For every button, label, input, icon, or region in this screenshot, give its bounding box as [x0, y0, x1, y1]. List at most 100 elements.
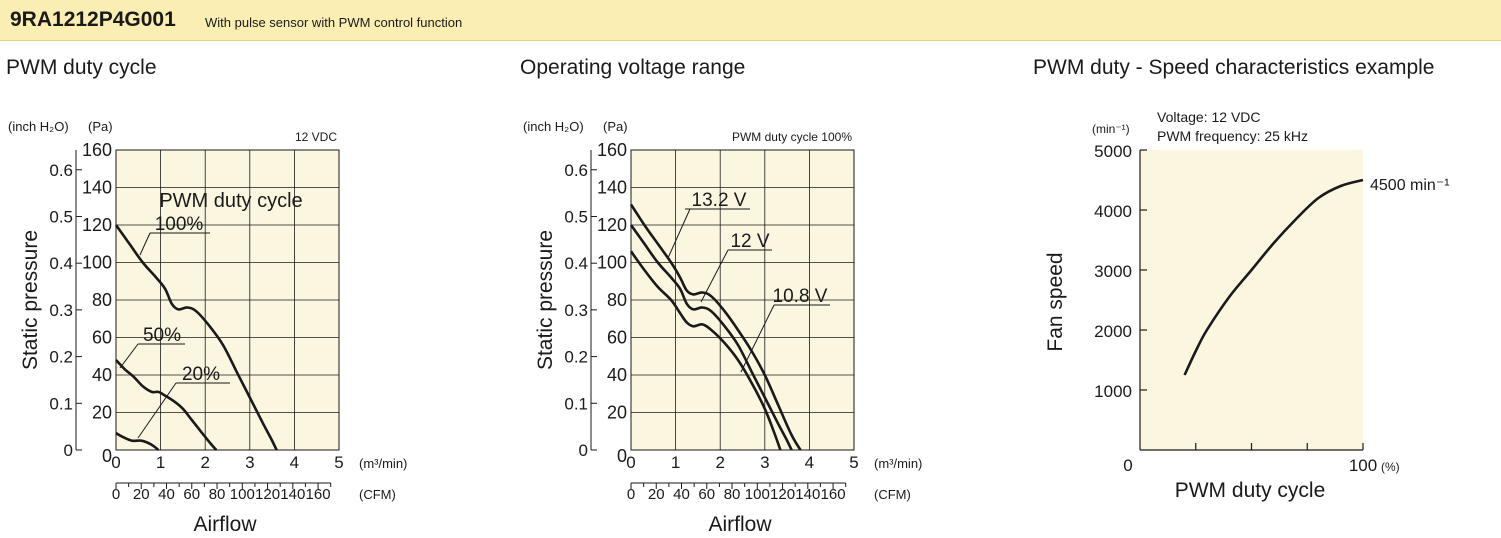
chart2-condition-frequency: PWM frequency: 25 kHz	[1157, 128, 1308, 144]
chart1-y-axis-title: Static pressure	[534, 230, 557, 370]
chart1-y-tick-inch: 0.4	[564, 254, 588, 273]
chart0-x-tick-cfm: 0	[112, 486, 120, 503]
chart0-series-label-2: 20%	[182, 364, 220, 385]
chart1-x-tick-cfm: 120	[770, 486, 795, 503]
chart0-x-tick-m3: 4	[290, 453, 299, 472]
chart1-x-axis-title: Airflow	[708, 513, 772, 536]
chart1-x-tick-m3: 4	[805, 453, 814, 472]
chart1-x-tick-m3: 2	[715, 453, 724, 472]
chart2-condition-voltage: Voltage: 12 VDC	[1157, 109, 1261, 125]
chart1-y-tick-inch: 0.2	[564, 348, 588, 367]
chart0-x-unit-m3: (m³/min)	[359, 456, 407, 471]
chart1-condition-label: PWM duty cycle 100%	[732, 130, 852, 144]
chart2-y-unit: (min⁻¹)	[1092, 122, 1130, 136]
chart2-y-tick-label: 4000	[1094, 202, 1132, 221]
chart0-y-tick-pa: 120	[82, 215, 112, 235]
chart1-y-tick-pa: 20	[607, 403, 627, 423]
chart0-y-tick-pa: 80	[92, 290, 112, 310]
chart1-series-label-2: 10.8 V	[773, 286, 828, 307]
chart1-series-line-2	[629, 250, 782, 451]
chart1-x-tick-cfm: 80	[724, 486, 741, 503]
chart0-y-tick-pa: 40	[92, 365, 112, 385]
chart1-x-unit-m3: (m³/min)	[874, 456, 922, 471]
chart1-x-tick-cfm: 140	[795, 486, 820, 503]
chart1-y-tick-inch: 0.3	[564, 301, 588, 320]
chart2-speed-line	[1183, 178, 1364, 376]
speed-characteristics-title: PWM duty - Speed characteristics example	[1033, 56, 1435, 79]
chart1-label-leader-0	[667, 208, 691, 259]
chart1-x-tick-cfm: 100	[745, 486, 770, 503]
chart0-y-tick-inch: 0.5	[49, 207, 73, 226]
chart1-x-tick-m3: 0	[626, 453, 635, 472]
chart1-series-label-0: 13.2 V	[692, 190, 747, 211]
chart1-y-tick-inch: 0.5	[564, 207, 588, 226]
chart0-y-tick-pa: 60	[92, 328, 112, 348]
chart1-x-tick-cfm: 40	[673, 486, 690, 503]
chart1-x-tick-cfm: 160	[821, 486, 846, 503]
chart1-y-tick-pa: 100	[597, 253, 627, 273]
chart1-x-tick-m3: 1	[671, 453, 680, 472]
chart0-x-unit-cfm: (CFM)	[359, 487, 396, 502]
chart1-y-tick-pa: 40	[607, 365, 627, 385]
chart1-y-tick-pa: 60	[607, 328, 627, 348]
chart1-x-tick-m3: 3	[760, 453, 769, 472]
chart0-label-leader-0	[139, 232, 151, 256]
chart2-y-tick-label: 1000	[1094, 382, 1132, 401]
chart2-x-unit: (%)	[1381, 460, 1400, 474]
chart0-label-leader-2	[137, 382, 177, 439]
chart0-series-label-0: 100%	[155, 214, 204, 235]
chart0-y-tick-inch: 0.6	[49, 161, 73, 180]
model-number: 9RA1212P4G001	[10, 8, 176, 31]
chart2-plot-area	[1140, 150, 1363, 450]
chart1-x-tick-cfm: 20	[648, 486, 665, 503]
chart2-y-axis-title: Fan speed	[1044, 252, 1067, 351]
chart1-series-line-0	[629, 203, 802, 451]
chart0-y-tick-inch: 0.3	[49, 301, 73, 320]
chart1-y-tick-pa: 80	[607, 290, 627, 310]
chart1-series-label-1: 12 V	[730, 231, 769, 252]
chart0-y-tick-inch: 0.2	[49, 348, 73, 367]
model-header-bar: 9RA1212P4G001 With pulse sensor with PWM…	[0, 0, 1501, 41]
chart1-y-tick-inch: 0.6	[564, 161, 588, 180]
chart2-x-axis-title: PWM duty cycle	[1175, 479, 1326, 502]
chart0-x-tick-m3: 0	[111, 453, 120, 472]
chart2-annotation-4500: 4500 min⁻¹	[1370, 177, 1450, 194]
chart0-x-tick-m3: 2	[200, 453, 209, 472]
chart0-x-tick-cfm: 100	[230, 486, 255, 503]
chart0-y-tick-inch: 0	[64, 441, 73, 460]
chart1-x-unit-cfm: (CFM)	[874, 487, 911, 502]
chart0-y-tick-pa: 100	[82, 253, 112, 273]
chart0-label-leader-1	[119, 343, 139, 369]
chart0-x-tick-m3: 5	[334, 453, 343, 472]
chart0-x-axis-title: Airflow	[193, 513, 257, 536]
chart1-y-tick-inch: 0.1	[564, 394, 588, 413]
chart2-x-tick-label: 0	[1123, 456, 1132, 475]
model-description: With pulse sensor with PWM control funct…	[205, 15, 463, 30]
chart0-condition-label: 12 VDC	[295, 130, 337, 144]
chart0-y-tick-pa: 20	[92, 403, 112, 423]
chart0-series-line-0	[114, 224, 278, 451]
chart1-x-tick-m3: 5	[849, 453, 858, 472]
chart0-y-unit-inch: (inch H₂O)	[8, 119, 69, 134]
chart1-y-unit-pa: (Pa)	[603, 119, 628, 134]
chart1-y-unit-inch: (inch H₂O)	[523, 119, 584, 134]
chart0-y-tick-pa: 140	[82, 178, 112, 198]
chart1-label-leader-2	[740, 304, 775, 373]
chart0-x-tick-cfm: 20	[133, 486, 150, 503]
chart0-x-tick-cfm: 140	[280, 486, 305, 503]
chart1-x-tick-cfm: 60	[698, 486, 715, 503]
chart1-y-tick-pa: 140	[597, 178, 627, 198]
chart0-x-tick-cfm: 80	[209, 486, 226, 503]
chart0-y-tick-inch: 0.4	[49, 254, 73, 273]
chart0-x-tick-cfm: 160	[306, 486, 331, 503]
chart1-y-tick-pa: 120	[597, 215, 627, 235]
chart0-legend-title: PWM duty cycle	[159, 190, 302, 212]
chart2-y-tick-label: 3000	[1094, 262, 1132, 281]
chart1-series-line-1	[629, 224, 793, 451]
chart0-x-tick-m3: 1	[156, 453, 165, 472]
chart0-series-line-1	[115, 359, 218, 451]
chart0-series-label-1: 50%	[143, 325, 181, 346]
voltage-range-title: Operating voltage range	[520, 56, 746, 79]
chart1-label-leader-1	[700, 249, 729, 303]
